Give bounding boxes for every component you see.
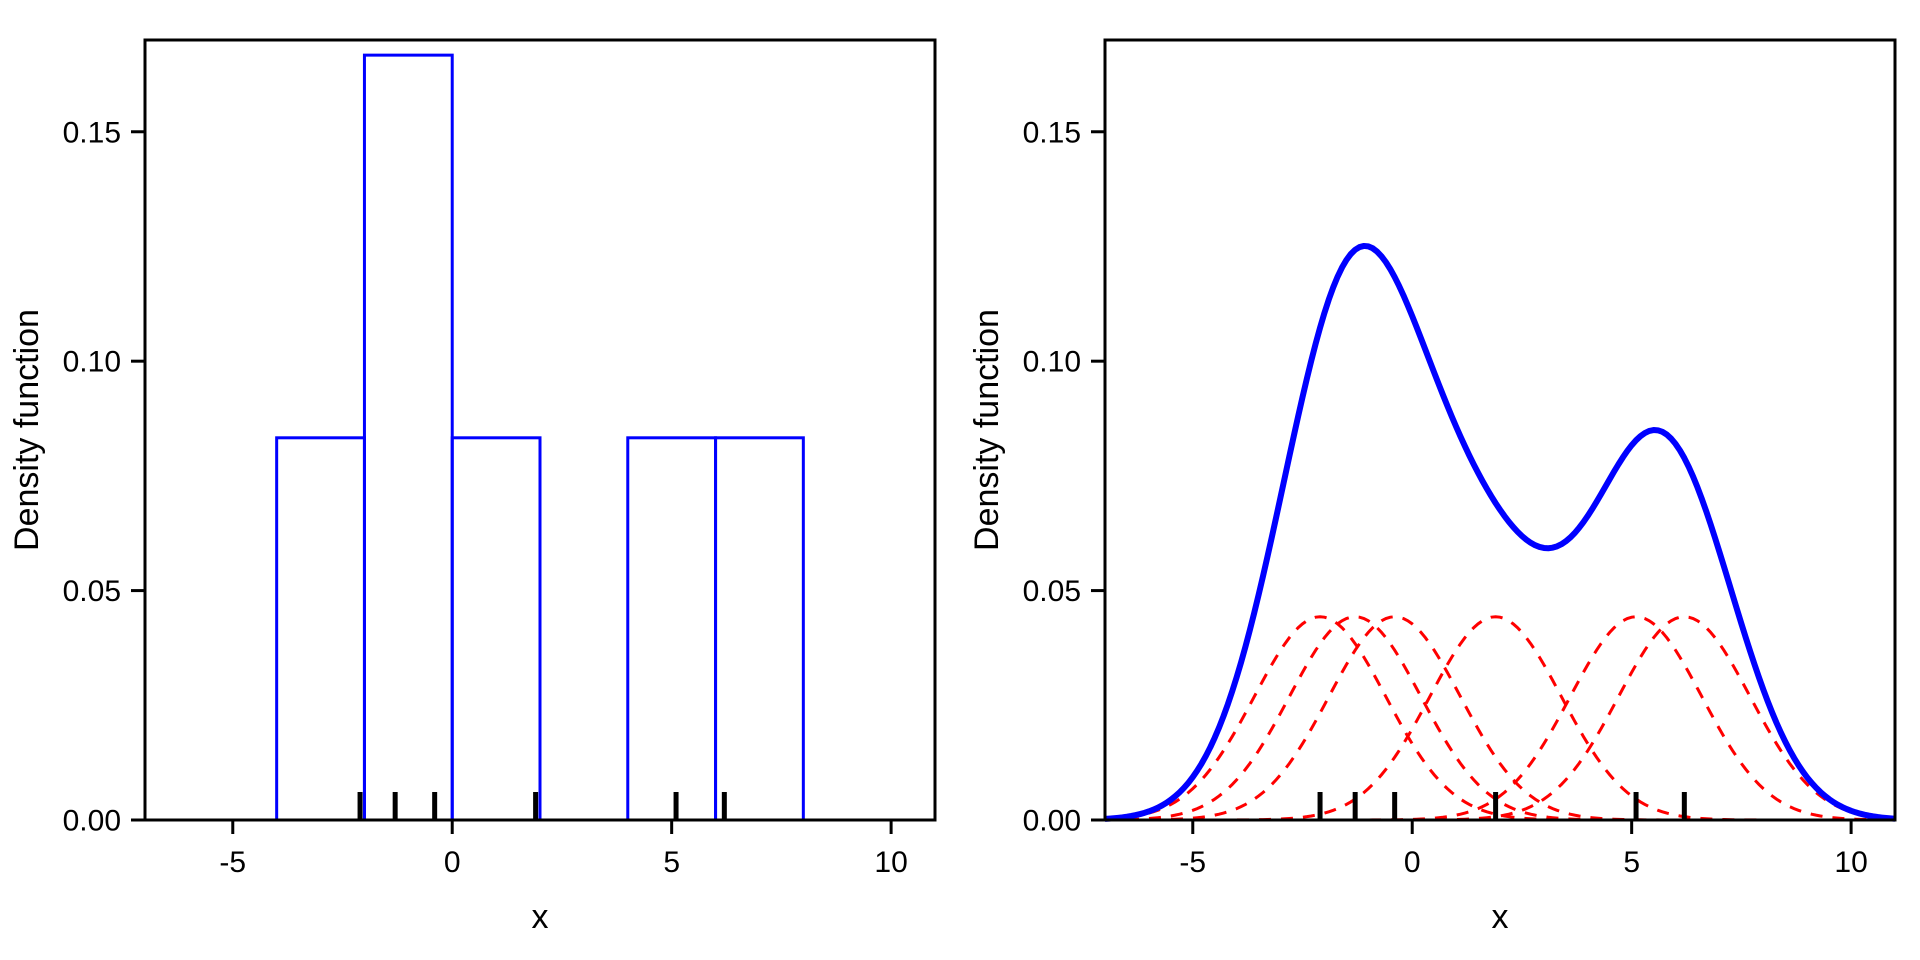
histogram-bar	[277, 438, 365, 820]
y-tick-label: 0.15	[1023, 116, 1081, 149]
y-tick-label: 0.00	[1023, 805, 1081, 838]
histogram-bar	[364, 55, 452, 820]
left-panel-svg: -5 0 5 10 0.00 0.05 0.10 0.15 x Density function	[0, 0, 960, 960]
y-tick-label: 0.00	[63, 805, 121, 838]
plot-box	[1105, 40, 1895, 820]
y-tick-label: 0.05	[1023, 575, 1081, 608]
right-panel-svg: -5 0 5 10 0.00 0.05 0.10 0.15 x Density function	[960, 0, 1920, 960]
histogram-bar	[628, 438, 716, 820]
y-tick-label: 0.10	[1023, 346, 1081, 379]
y-axis-label: Density function	[8, 309, 46, 551]
y-tick-label: 0.15	[63, 116, 121, 149]
x-tick-label: 10	[874, 846, 907, 879]
right-panel: -5 0 5 10 0.00 0.05 0.10 0.15 x Density function	[960, 0, 1920, 960]
figure-container: -505100.000.050.100.15xDensity function …	[0, 0, 1920, 960]
x-tick-label: 0	[444, 846, 461, 879]
left-panel: -5 0 5 10 0.00 0.05 0.10 0.15 x Density function	[0, 0, 960, 960]
histogram-bar	[452, 438, 540, 820]
histogram-bar	[716, 438, 804, 820]
x-tick-label: 5	[663, 846, 680, 879]
x-tick-label: -5	[1179, 846, 1206, 879]
y-tick-label: 0.05	[63, 575, 121, 608]
kde-curve	[1105, 246, 1895, 819]
x-tick-label: -5	[219, 846, 246, 879]
x-tick-label: 0	[1404, 846, 1421, 879]
x-axis-label: x	[532, 898, 549, 936]
y-axis-label: Density function	[968, 309, 1006, 551]
x-axis-label: x	[1492, 898, 1509, 936]
x-tick-label: 10	[1834, 846, 1867, 879]
y-tick-label: 0.10	[63, 346, 121, 379]
x-tick-label: 5	[1623, 846, 1640, 879]
